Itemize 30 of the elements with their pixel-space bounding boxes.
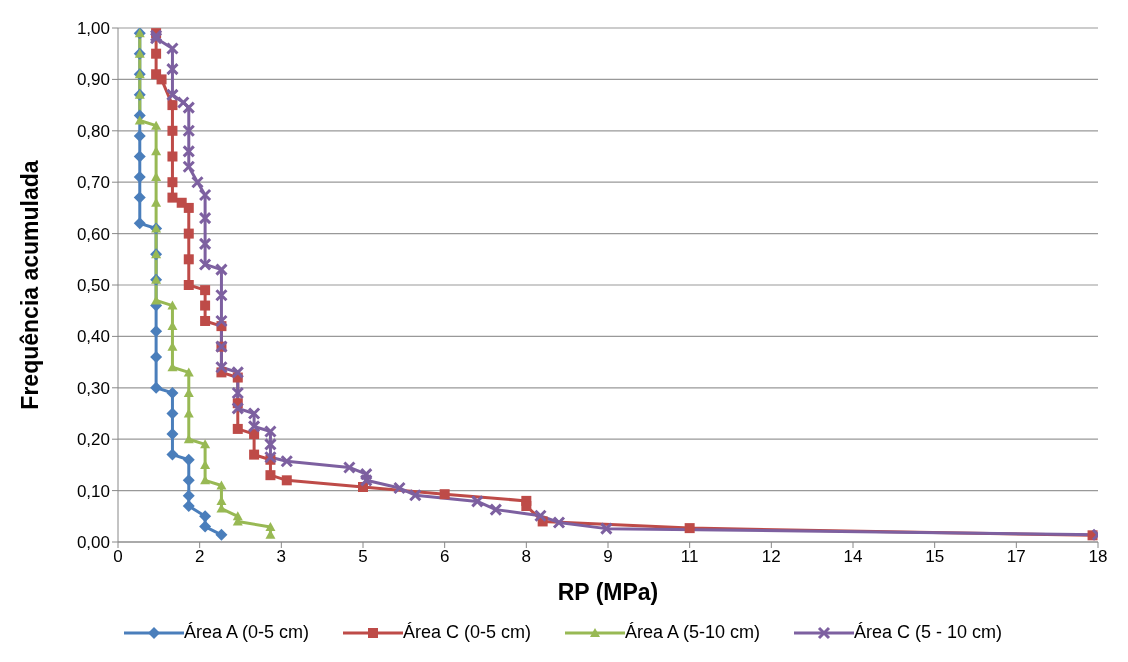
- legend-label: Área C (0-5 cm): [402, 622, 531, 643]
- legend-label: Área C (5 - 10 cm): [854, 622, 1003, 643]
- y-tick-label: 0,00: [76, 533, 110, 553]
- x-tick-label: 15: [925, 547, 945, 567]
- x-tick-label: 8: [521, 547, 532, 567]
- y-tick-label: 0,60: [76, 224, 110, 244]
- x-tick-label: 12: [761, 547, 781, 567]
- y-axis-title: Frequência acumulada: [17, 160, 44, 410]
- y-tick-label: 0,80: [76, 121, 110, 141]
- x-axis-title: RP (MPa): [557, 579, 659, 605]
- x-tick-label: 11: [680, 547, 699, 567]
- y-tick-label: 0,40: [76, 327, 110, 347]
- y-tick-label: 0,70: [76, 173, 110, 193]
- legend-label: Área A (0-5 cm): [183, 622, 309, 643]
- x-tick-label: 18: [1088, 547, 1108, 567]
- y-tick-label: 0,20: [76, 430, 110, 450]
- y-tick-label: 0,90: [76, 70, 110, 90]
- x-tick-label: 6: [439, 547, 450, 567]
- legend-label: Área A (5-10 cm): [624, 622, 761, 643]
- y-tick-label: 0,50: [76, 276, 110, 296]
- x-tick-label: 14: [843, 547, 863, 567]
- y-tick-label: 0,30: [76, 378, 110, 398]
- x-tick-label: 2: [194, 547, 205, 567]
- x-tick-label: 17: [1006, 547, 1026, 567]
- y-tick-label: 1,00: [76, 19, 110, 39]
- x-tick-label: 3: [276, 547, 287, 567]
- y-tick-label: 0,10: [76, 481, 110, 501]
- x-tick-label: 9: [603, 547, 613, 567]
- x-tick-label: 5: [358, 547, 368, 567]
- x-tick-label: 0: [113, 547, 123, 567]
